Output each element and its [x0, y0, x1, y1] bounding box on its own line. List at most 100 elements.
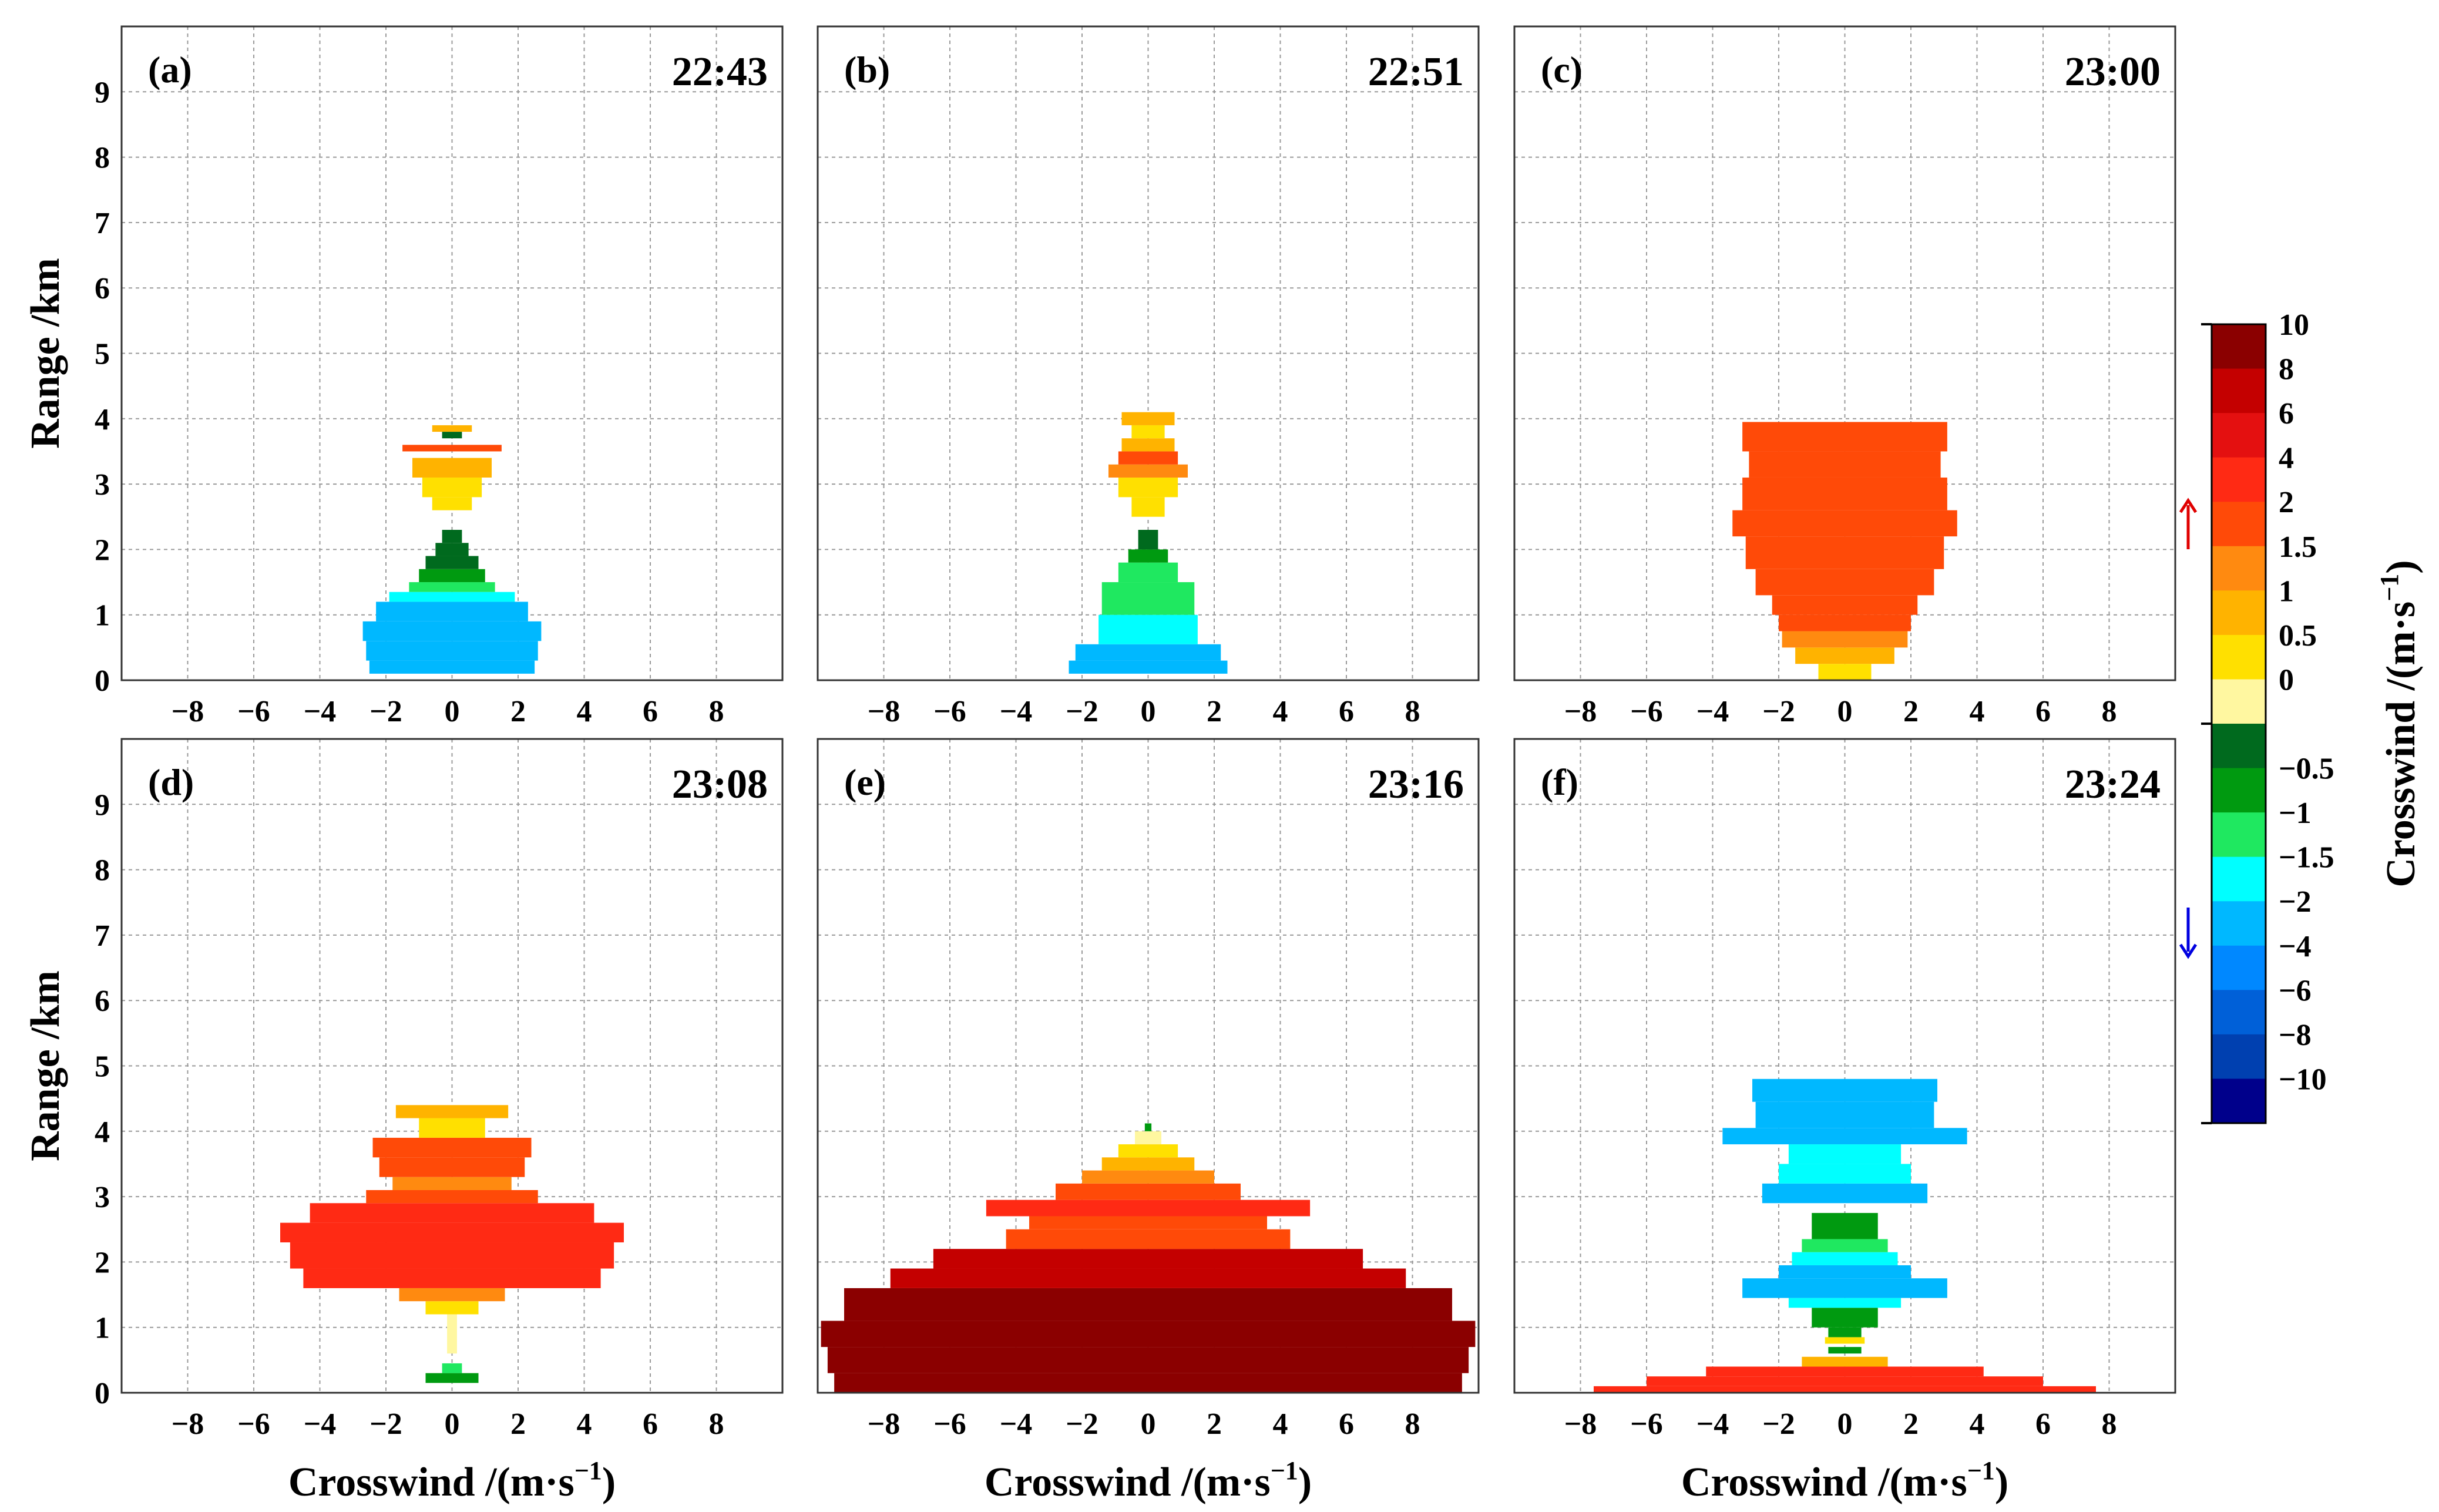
crosswind-bar	[392, 1177, 512, 1190]
colorbar-swatch	[2212, 945, 2266, 990]
colorbar-swatch	[2212, 679, 2266, 724]
crosswind-bar	[1755, 1101, 1934, 1128]
x-tick-label: −2	[369, 1407, 402, 1441]
crosswind-bar	[435, 543, 469, 556]
crosswind-bar	[442, 432, 462, 439]
x-tick-label: −2	[1762, 695, 1795, 728]
x-tick-label: 8	[1405, 695, 1420, 728]
x-tick-label: 8	[1405, 1407, 1420, 1441]
x-tick-label: −6	[1630, 695, 1663, 728]
x-tick-label: 6	[2035, 1407, 2051, 1441]
x-tick-label: 4	[1273, 695, 1288, 728]
crosswind-bar	[1802, 1239, 1888, 1252]
crosswind-bar	[1752, 1078, 1937, 1102]
y-axis-label: Range /km	[23, 258, 68, 449]
colorbar-tick-label: 8	[2279, 353, 2294, 387]
panel-label: (e)	[844, 761, 886, 803]
crosswind-bar	[372, 1137, 532, 1158]
x-tick-label: −8	[868, 695, 901, 728]
crosswind-bar	[1788, 1298, 1902, 1308]
crosswind-bar	[1118, 451, 1178, 465]
x-tick-label: 0	[445, 1407, 460, 1441]
panels-layer: (a) 22:43 −8 −6 −4 −2 0 2 4 6 8 0 1 2 3 4 5 6 7 8 9 Range /km…	[23, 25, 2176, 1505]
plot-frame	[817, 25, 1480, 681]
x-tick-label: −6	[1630, 1407, 1663, 1441]
panel-time: 22:51	[1368, 49, 1464, 95]
x-tick-label: 8	[709, 695, 724, 728]
y-tick-label: 1	[95, 599, 110, 633]
x-tick-label: −4	[1000, 1407, 1033, 1441]
crosswind-bar	[1056, 1183, 1241, 1200]
panel-label: (f)	[1541, 761, 1578, 803]
colorbar-tick-label: 2	[2279, 486, 2294, 519]
y-tick-label: 2	[95, 1246, 110, 1279]
crosswind-bar	[1131, 425, 1165, 439]
panel-label: (a)	[148, 49, 192, 90]
colorbar-tick-label: 10	[2279, 308, 2309, 342]
crosswind-bar	[1732, 510, 1957, 537]
x-tick-label: −2	[1066, 695, 1098, 728]
crosswind-bar	[1121, 412, 1175, 425]
panel-b: (b) 22:51 −8 −6 −4 −2 0 2 4 6 8	[817, 25, 1480, 728]
crosswind-bar	[1818, 664, 1872, 680]
x-tick-label: 2	[1903, 695, 1919, 728]
x-tick-label: 6	[1339, 1407, 1354, 1441]
x-tick-label: 4	[1970, 695, 1985, 728]
up-arrow-icon	[2179, 498, 2198, 549]
crosswind-bar	[419, 1118, 485, 1138]
y-tick-label: 8	[95, 142, 110, 175]
crosswind-bar	[442, 1363, 462, 1373]
crosswind-bar	[290, 1242, 614, 1269]
x-tick-label: −6	[933, 695, 966, 728]
crosswind-bar	[1828, 1347, 1862, 1354]
crosswind-bar	[1722, 1128, 1967, 1145]
x-tick-label: −6	[237, 1407, 270, 1441]
colorbar-swatch	[2212, 324, 2266, 369]
down-arrow-icon	[2179, 908, 2198, 959]
colorbar-tick-label: −10	[2279, 1063, 2327, 1096]
panel-time: 23:24	[2065, 762, 2161, 807]
crosswind-bar	[1779, 1164, 1911, 1184]
x-tick-label: 6	[643, 695, 658, 728]
panel-c: (c) 23:00 −8 −6 −4 −2 0 2 4 6 8	[1513, 25, 2176, 728]
crosswind-bar	[362, 621, 542, 641]
colorbar-tick-label: 6	[2279, 397, 2294, 431]
colorbar-tick-label: −6	[2279, 974, 2312, 1007]
colorbar-swatch	[2212, 413, 2266, 458]
panel-label: (d)	[148, 761, 194, 803]
x-axis-label: Crosswind /(m·s−1)	[288, 1456, 616, 1505]
panel-label: (c)	[1541, 49, 1583, 90]
colorbar-tick-label: 0	[2279, 663, 2294, 697]
crosswind-bar	[1755, 569, 1934, 596]
crosswind-bar	[1144, 1123, 1152, 1131]
crosswind-bar	[1118, 477, 1178, 498]
colorbar: 10 8 6 4 2 1.5 1 0.5 0 −0.5 −1 −1.5 −2 −4 −6 −8 −10 Cross…	[2179, 308, 2424, 1124]
colorbar-tick-label: −4	[2279, 930, 2312, 963]
colorbar-swatch	[2212, 368, 2266, 414]
panel-label: (b)	[844, 49, 890, 90]
x-tick-label: 8	[709, 1407, 724, 1441]
crosswind-bar	[412, 458, 492, 478]
crosswind-bar	[933, 1249, 1363, 1269]
crosswind-bar	[1828, 1327, 1862, 1338]
x-tick-label: 0	[1141, 695, 1156, 728]
crosswind-bar	[821, 1321, 1476, 1348]
x-tick-label: −2	[369, 695, 402, 728]
crosswind-bar	[1118, 1144, 1178, 1158]
crosswind-bar	[1825, 1337, 1865, 1344]
crosswind-bar	[1812, 1212, 1878, 1239]
x-tick-label: 4	[1273, 1407, 1288, 1441]
crosswind-bar	[1101, 1157, 1195, 1171]
colorbar-swatch	[2212, 812, 2266, 858]
colorbar-tick-label: 1.5	[2279, 530, 2317, 564]
crosswind-bar	[432, 425, 472, 432]
x-tick-label: 6	[643, 1407, 658, 1441]
crosswind-bar	[1792, 1252, 1898, 1265]
crosswind-bar	[1138, 530, 1158, 550]
panel-time: 23:00	[2065, 49, 2161, 95]
colorbar-swatch	[2212, 1078, 2266, 1124]
crosswind-bar	[280, 1222, 624, 1243]
crosswind-bar	[1121, 438, 1175, 452]
y-tick-label: 7	[95, 919, 110, 953]
crosswind-bar	[1098, 614, 1198, 644]
